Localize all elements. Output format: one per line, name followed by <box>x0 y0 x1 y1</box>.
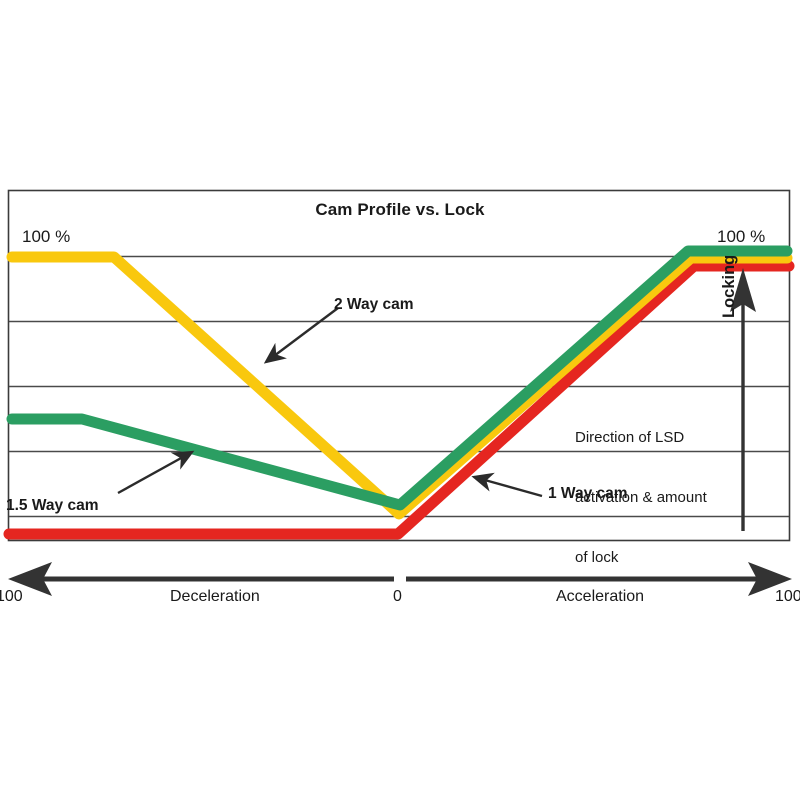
series-line-1-way-cam <box>3 260 795 540</box>
bottom-axis <box>8 562 792 596</box>
lsd-note-line-1: Direction of LSD <box>575 429 685 446</box>
axis-tick-right-100: 100 <box>775 588 800 605</box>
axis-label-acceleration: Acceleration <box>556 588 645 605</box>
y-marker-right-100: 100 % <box>717 227 766 246</box>
axis-tick-left-100: 100 <box>0 588 23 605</box>
series-line-2-way-cam <box>6 251 793 520</box>
locking-direction-arrow <box>730 268 756 531</box>
callout-arrow-1-way-cam <box>471 472 543 498</box>
callout-arrow-15-way-cam <box>117 450 195 495</box>
axis-arrowhead-right <box>748 562 792 596</box>
axis-tick-zero: 0 <box>393 588 402 605</box>
series-1-way-cam <box>3 260 795 540</box>
y-marker-left-100: 100 % <box>22 227 71 246</box>
lsd-note: Direction of LSD activation & amount of … <box>575 388 707 608</box>
y-axis-label-locking: Locking <box>720 254 738 318</box>
lsd-note-line-2: activation & amount <box>575 489 707 506</box>
page-title: Cam Profile vs. Lock <box>315 200 485 219</box>
axis-label-deceleration: Deceleration <box>170 588 260 605</box>
series-label-1-way-cam: 1 Way cam <box>548 485 628 502</box>
series-label-2-way-cam: 2 Way cam <box>334 296 414 313</box>
lsd-note-line-3: of lock <box>575 549 619 566</box>
series-line-15-way-cam <box>6 245 793 511</box>
series-label-15-way-cam: 1.5 Way cam <box>6 497 99 514</box>
axis-arrowhead-left <box>8 562 52 596</box>
series-15-way-cam <box>6 245 793 511</box>
callout-arrow-2-way-cam <box>263 307 339 364</box>
series-2-way-cam <box>6 251 793 520</box>
